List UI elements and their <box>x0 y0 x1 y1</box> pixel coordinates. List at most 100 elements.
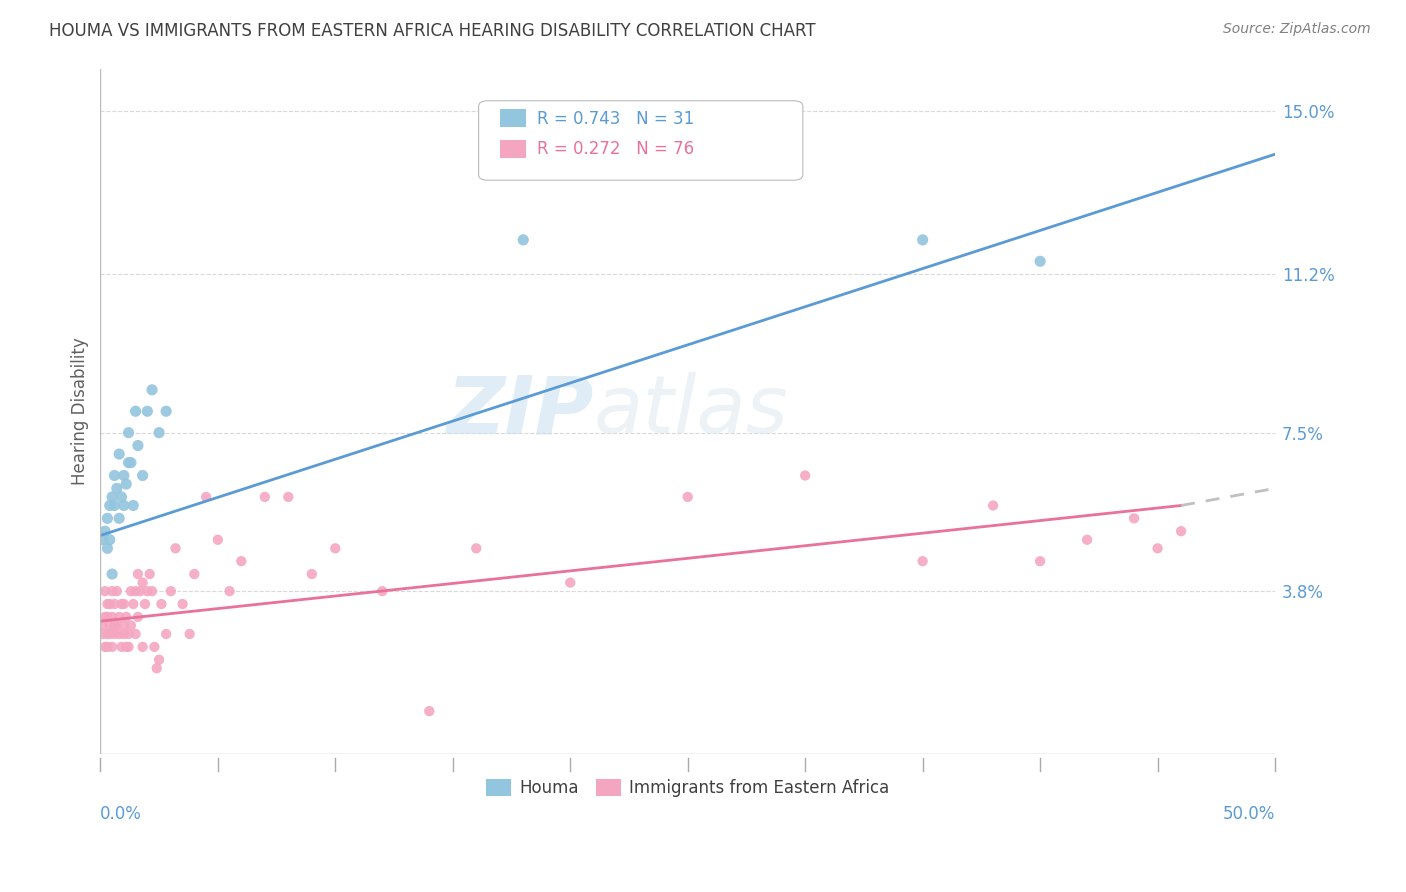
Point <box>120 456 142 470</box>
Point <box>371 584 394 599</box>
Point <box>124 584 146 599</box>
Point <box>911 554 934 568</box>
Point <box>117 456 139 470</box>
Point <box>179 627 201 641</box>
Point <box>117 640 139 654</box>
Point <box>108 610 131 624</box>
Point <box>560 575 582 590</box>
Point <box>172 597 194 611</box>
Point <box>115 640 138 654</box>
Point <box>277 490 299 504</box>
Text: 0.0%: 0.0% <box>100 805 142 823</box>
Point <box>122 597 145 611</box>
Point <box>110 490 132 504</box>
Point <box>103 468 125 483</box>
Point <box>112 499 135 513</box>
Point <box>101 567 124 582</box>
Point <box>1146 541 1168 556</box>
Point <box>115 477 138 491</box>
FancyBboxPatch shape <box>478 101 803 180</box>
Point <box>136 404 159 418</box>
Point <box>1076 533 1098 547</box>
Point <box>127 610 149 624</box>
Point <box>127 438 149 452</box>
Text: R = 0.272   N = 76: R = 0.272 N = 76 <box>537 140 695 159</box>
Point <box>108 447 131 461</box>
Point <box>129 584 152 599</box>
Point <box>183 567 205 582</box>
Point <box>105 584 128 599</box>
Point <box>91 533 114 547</box>
Point <box>112 618 135 632</box>
Point <box>98 618 121 632</box>
Point <box>981 499 1004 513</box>
Point <box>141 383 163 397</box>
Point <box>96 610 118 624</box>
Point <box>112 468 135 483</box>
FancyBboxPatch shape <box>499 139 526 158</box>
Text: 50.0%: 50.0% <box>1223 805 1275 823</box>
Point <box>1170 524 1192 539</box>
Point <box>105 618 128 632</box>
Point <box>148 653 170 667</box>
Point <box>195 490 218 504</box>
Point <box>148 425 170 440</box>
Point <box>131 575 153 590</box>
Point <box>108 627 131 641</box>
Point <box>96 511 118 525</box>
Point <box>94 584 117 599</box>
Legend: Houma, Immigrants from Eastern Africa: Houma, Immigrants from Eastern Africa <box>479 772 896 804</box>
Point <box>127 567 149 582</box>
Point <box>124 404 146 418</box>
Point <box>96 597 118 611</box>
Point <box>138 567 160 582</box>
Point <box>91 627 114 641</box>
Y-axis label: Hearing Disability: Hearing Disability <box>72 337 89 485</box>
Point <box>108 511 131 525</box>
Point <box>418 704 440 718</box>
Point <box>115 610 138 624</box>
Point <box>136 584 159 599</box>
Point <box>103 618 125 632</box>
Point <box>98 533 121 547</box>
Point <box>117 627 139 641</box>
Point <box>124 627 146 641</box>
Point <box>253 490 276 504</box>
Point <box>103 499 125 513</box>
Point <box>101 610 124 624</box>
Point <box>465 541 488 556</box>
Point <box>112 597 135 611</box>
Point <box>145 661 167 675</box>
Point <box>112 627 135 641</box>
Point <box>794 468 817 483</box>
Text: R = 0.743   N = 31: R = 0.743 N = 31 <box>537 110 695 128</box>
Text: atlas: atlas <box>593 372 789 450</box>
Point <box>323 541 346 556</box>
Point <box>94 610 117 624</box>
Point <box>94 640 117 654</box>
Point <box>120 584 142 599</box>
Point <box>131 468 153 483</box>
Point <box>96 627 118 641</box>
Point <box>131 640 153 654</box>
Point <box>105 481 128 495</box>
Point <box>103 597 125 611</box>
Point <box>160 584 183 599</box>
Point <box>512 233 534 247</box>
Point <box>150 597 173 611</box>
Point <box>103 627 125 641</box>
Point <box>101 640 124 654</box>
Point <box>141 584 163 599</box>
Point <box>911 233 934 247</box>
Point <box>110 640 132 654</box>
Point <box>165 541 187 556</box>
Point <box>120 618 142 632</box>
Point <box>134 597 156 611</box>
Point <box>98 627 121 641</box>
Point <box>155 627 177 641</box>
Point <box>117 425 139 440</box>
Point <box>1029 554 1052 568</box>
Point <box>98 597 121 611</box>
Point <box>231 554 253 568</box>
Point <box>218 584 240 599</box>
